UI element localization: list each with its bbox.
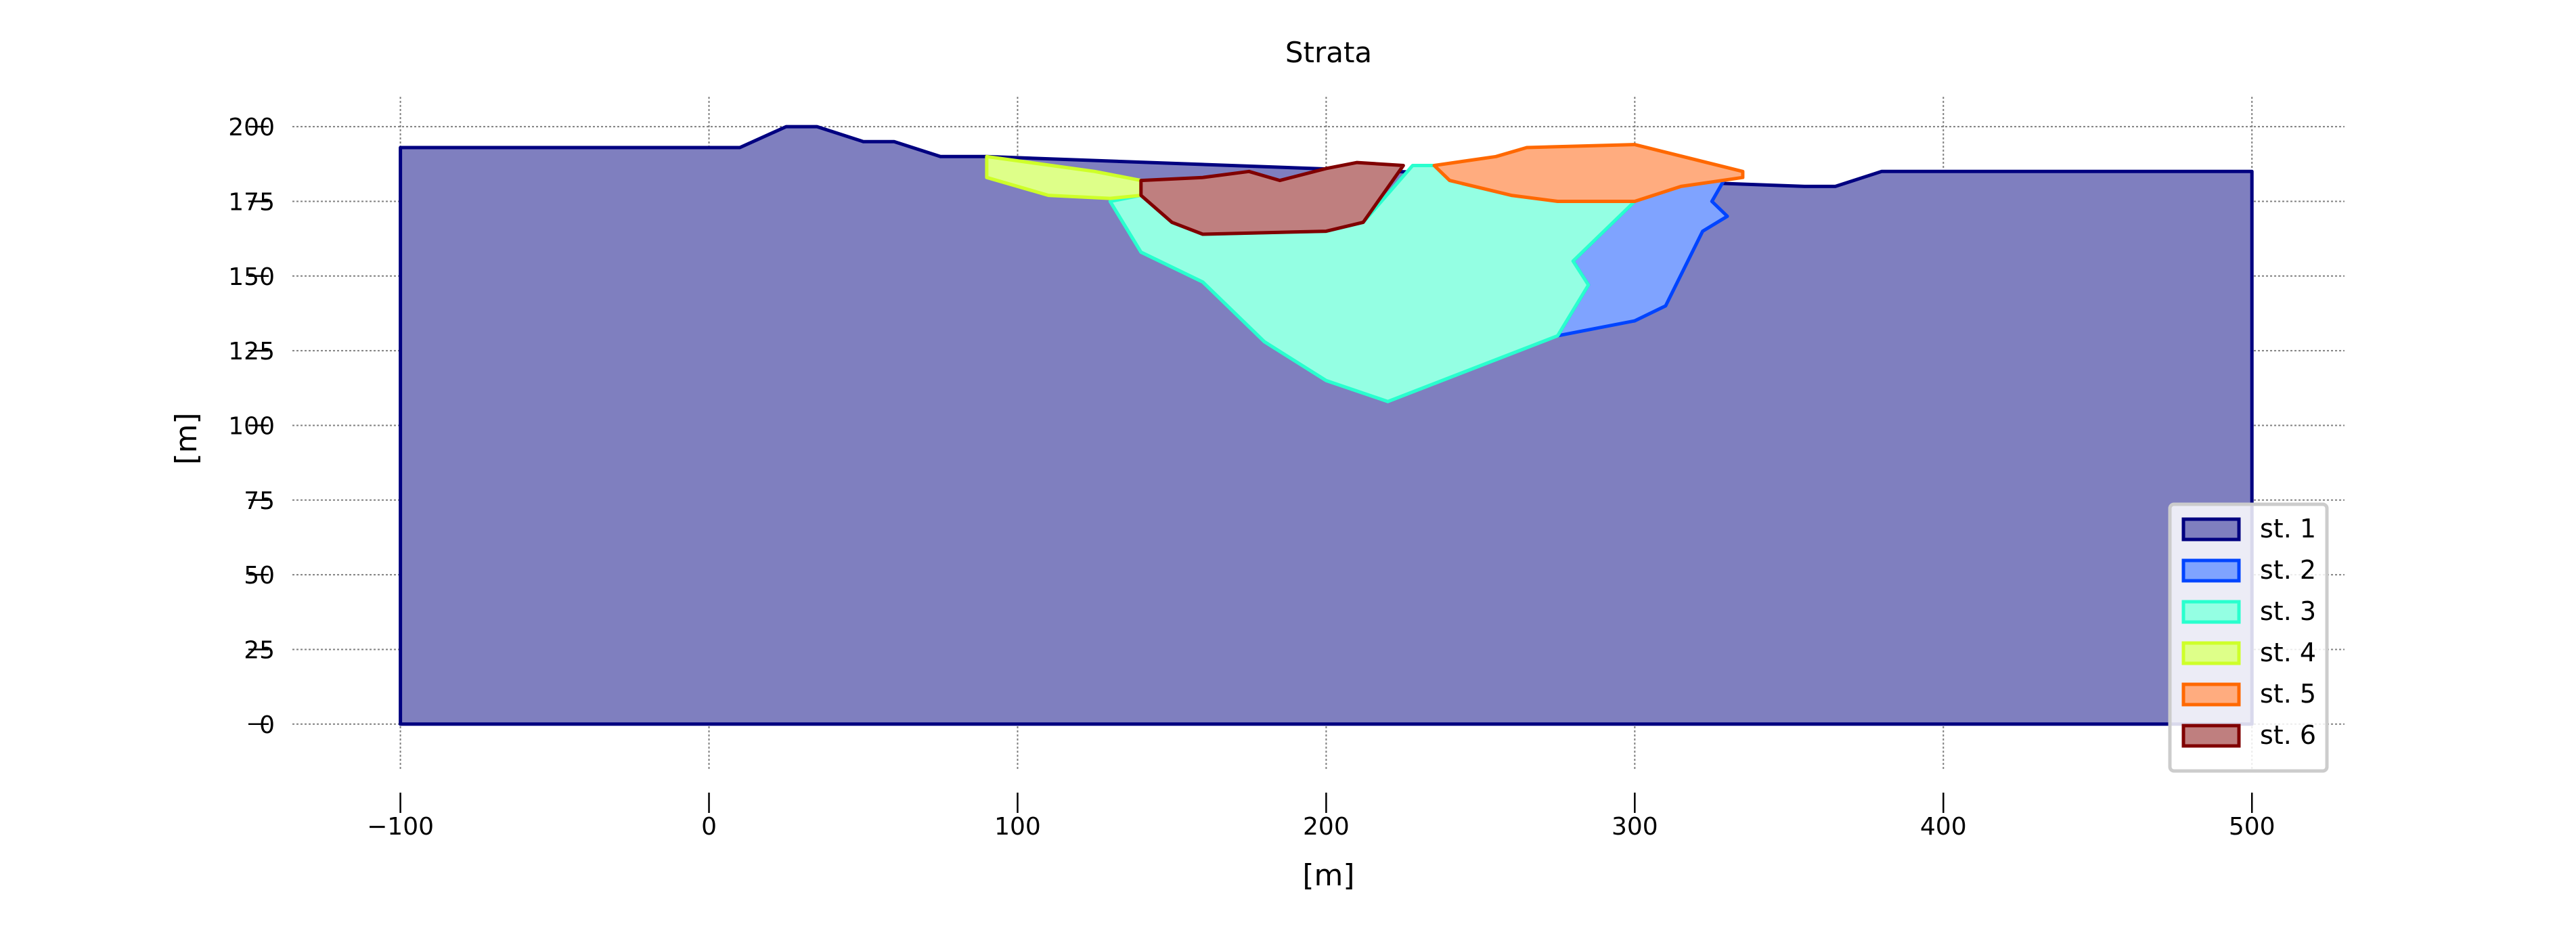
stratum-6-polygon [1139, 160, 1405, 236]
stratum-4-polygon [985, 154, 1143, 200]
legend-swatch-1 [2181, 517, 2241, 542]
y-axis-label: [m] [169, 412, 204, 464]
x-tick-label-0: −100 [367, 813, 434, 841]
x-tick-label-2: 100 [994, 813, 1041, 841]
legend-label-2: st. 2 [2260, 555, 2316, 585]
legend: st. 1 st. 2 st. 3 st. 4 st. 5 st. 6 [2168, 502, 2329, 773]
y-tick-label-3: 75 [244, 487, 275, 515]
x-tick-label-3: 200 [1303, 813, 1350, 841]
x-tick-label-4: 300 [1612, 813, 1658, 841]
legend-swatch-6 [2181, 724, 2241, 748]
y-tick-label-0: 0 [259, 711, 275, 739]
legend-swatch-2 [2181, 558, 2241, 583]
x-tick-label-6: 500 [2229, 813, 2275, 841]
y-tick-label-7: 175 [228, 188, 275, 216]
x-tick-label-5: 400 [1920, 813, 1967, 841]
stratum-5-polygon [1432, 143, 1745, 203]
axes: −100 0 100 200 300 400 500 0 25 50 75 100 125 150 175 2… [228, 114, 2275, 841]
y-tick-label-6: 150 [228, 263, 275, 291]
y-tick-label-5: 125 [228, 338, 275, 366]
chart-title: Strata [1285, 36, 1372, 69]
legend-swatch-5 [2181, 682, 2241, 707]
y-tick-label-2: 50 [244, 562, 275, 590]
y-tick-label-1: 25 [244, 636, 275, 664]
x-tick-label-1: 0 [701, 813, 717, 841]
legend-swatch-4 [2181, 641, 2241, 665]
stratum-1-polygon [399, 125, 2254, 726]
legend-label-4: st. 4 [2260, 638, 2316, 667]
y-tick-label-8: 200 [228, 114, 275, 141]
legend-label-6: st. 6 [2260, 720, 2316, 750]
legend-swatch-3 [2181, 600, 2241, 624]
y-tick-label-4: 100 [228, 412, 275, 440]
legend-label-5: st. 5 [2260, 679, 2316, 709]
x-axis-label: [m] [1302, 858, 1354, 893]
legend-label-1: st. 1 [2260, 514, 2316, 544]
legend-label-3: st. 3 [2260, 596, 2316, 626]
strata-polygons [399, 125, 2254, 726]
